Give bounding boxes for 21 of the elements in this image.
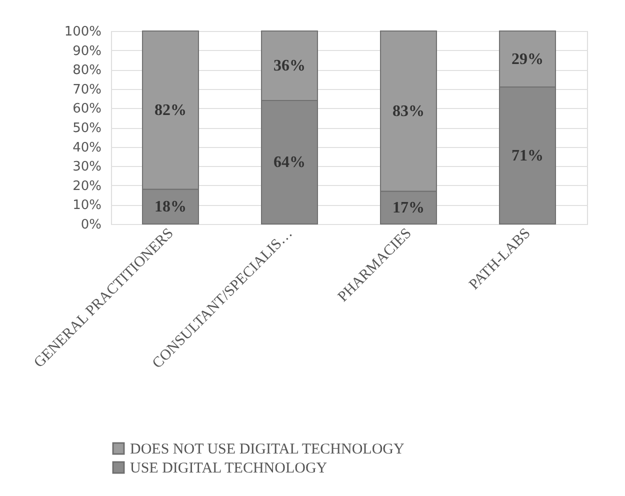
data-label: 83% [392,103,424,120]
y-tick-label: 100% [64,24,102,40]
y-tick-label: 50% [72,121,102,136]
y-tick-label: 90% [72,44,102,59]
data-label: 82% [154,102,186,120]
y-tick-label: 80% [72,63,102,78]
y-tick-label: 30% [72,160,102,175]
y-tick-label: 0% [80,218,102,232]
data-label: 18% [154,198,186,216]
y-tick-label: 10% [72,198,102,214]
y-tick-label: 60% [72,102,102,117]
data-label: 29% [512,50,544,68]
y-tick-label: 70% [72,82,102,98]
y-tick-label: 20% [72,178,102,194]
data-label: 36% [274,58,306,75]
data-label: 71% [512,147,544,164]
data-label: 64% [274,154,306,172]
y-tick-label: 40% [72,140,102,156]
legend-label: DOES NOT USE DIGITAL TECHNOLOGY [130,442,405,458]
data-label: 17% [392,200,424,217]
legend-label: USE DIGITAL TECHNOLOGY [130,460,328,476]
